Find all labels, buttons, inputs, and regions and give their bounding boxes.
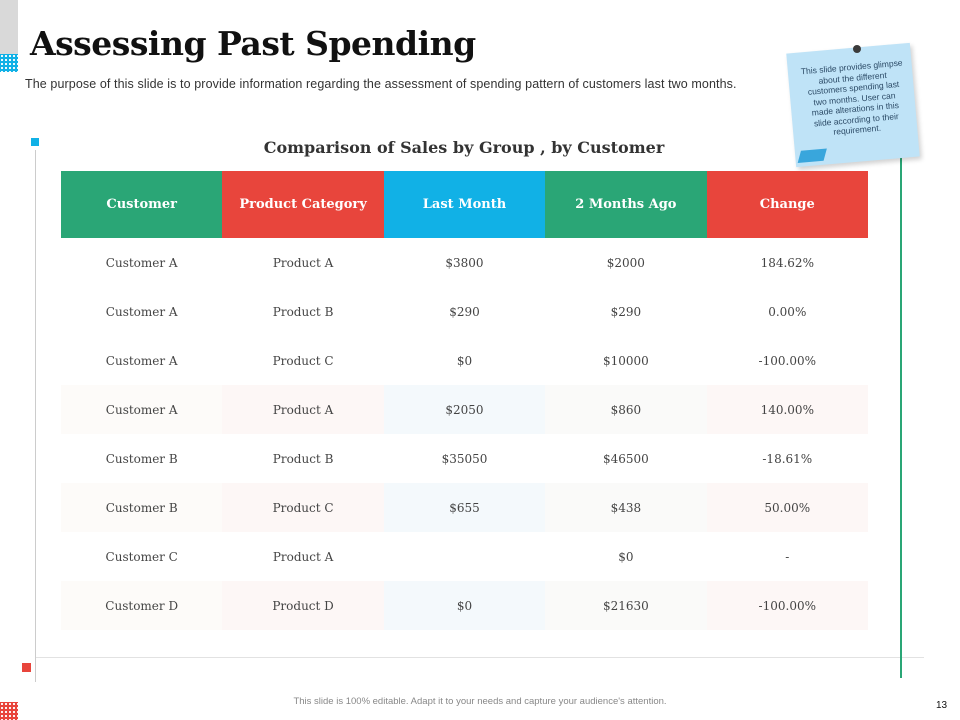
- cell-two-months-ago: $860: [545, 385, 707, 434]
- table-row: Customer B Product C $655 $438 50.00%: [61, 483, 868, 532]
- cell-change: -18.61%: [762, 451, 813, 466]
- cell-two-months-ago: $10000: [602, 353, 649, 368]
- slide-subtitle: The purpose of this slide is to provide …: [25, 77, 737, 91]
- cell-product-category: Product A: [272, 255, 334, 270]
- header-change: Change: [706, 171, 868, 238]
- cell-last-month: $290: [449, 304, 480, 319]
- cell-last-month: $2050: [383, 385, 546, 434]
- pin-icon: [853, 45, 861, 53]
- left-divider-line: [35, 150, 36, 682]
- corner-decoration-gray: [0, 0, 18, 54]
- table-header-row: Customer Product Category Last Month 2 M…: [61, 171, 868, 238]
- cell-product-category: Product B: [272, 451, 334, 466]
- right-divider-line: [900, 150, 902, 678]
- cell-customer: Customer A: [105, 304, 178, 319]
- cell-last-month: [384, 532, 545, 581]
- table-title: Comparison of Sales by Group , by Custom…: [263, 138, 665, 157]
- cell-customer: Customer A: [105, 353, 178, 368]
- cell-change: -100.00%: [758, 353, 816, 368]
- cell-customer: Customer B: [105, 451, 178, 466]
- cell-change: -100.00%: [706, 581, 868, 630]
- cell-customer: Customer A: [105, 255, 178, 270]
- cell-last-month: $0: [456, 353, 473, 368]
- table-row: Customer B Product B $35050 $46500 -18.6…: [61, 434, 868, 483]
- cell-customer: Customer C: [105, 549, 178, 564]
- cell-two-months-ago: $0: [618, 549, 634, 564]
- corner-decoration-blue: [0, 54, 18, 72]
- sticky-note-text: This slide provides glimpse about the di…: [800, 57, 903, 137]
- cell-customer: Customer A: [61, 385, 223, 434]
- page-number: 13: [936, 700, 948, 711]
- header-product-category: Product Category: [222, 171, 384, 238]
- cell-change: -: [785, 549, 790, 564]
- cell-two-months-ago: $290: [610, 304, 642, 319]
- cell-product-category: Product C: [272, 353, 334, 368]
- cell-product-category: Product D: [222, 581, 384, 630]
- cell-two-months-ago: $21630: [545, 581, 707, 630]
- cell-product-category: Product A: [272, 549, 334, 564]
- cell-change: 140.00%: [706, 385, 868, 434]
- bottom-divider-line: [36, 657, 924, 658]
- cell-customer: Customer B: [61, 483, 223, 532]
- table-row: Customer A Product A $2050 $860 140.00%: [61, 385, 868, 434]
- table-row: Customer A Product B $290 $290 0.00%: [61, 287, 868, 336]
- cell-change: 184.62%: [760, 255, 814, 270]
- cell-last-month: $3800: [445, 255, 484, 270]
- accent-square-blue: [31, 138, 39, 146]
- cell-last-month: $0: [383, 581, 546, 630]
- slide-footer: This slide is 100% editable. Adapt it to…: [293, 696, 667, 707]
- cell-product-category: Product C: [222, 483, 384, 532]
- header-last-month: Last Month: [383, 171, 546, 238]
- cell-two-months-ago: $2000: [606, 255, 645, 270]
- cell-product-category: Product A: [222, 385, 384, 434]
- sales-comparison-table: Customer Product Category Last Month 2 M…: [61, 171, 868, 630]
- cell-last-month: $35050: [441, 451, 488, 466]
- cell-last-month: $655: [383, 483, 546, 532]
- table-row: Customer A Product C $0 $10000 -100.00%: [61, 336, 868, 385]
- table-row: Customer D Product D $0 $21630 -100.00%: [61, 581, 868, 630]
- corner-decoration-red: [0, 702, 18, 720]
- cell-two-months-ago: $46500: [602, 451, 649, 466]
- accent-square-red: [22, 663, 31, 672]
- cell-customer: Customer D: [61, 581, 223, 630]
- table-row: Customer C Product A $0 -: [61, 532, 868, 581]
- table-row: Customer A Product A $3800 $2000 184.62%: [61, 238, 868, 287]
- cell-two-months-ago: $438: [545, 483, 707, 532]
- slide-title: Assessing Past Spending: [30, 24, 476, 63]
- cell-change: 0.00%: [768, 304, 807, 319]
- header-two-months-ago: 2 Months Ago: [545, 171, 707, 238]
- cell-change: 50.00%: [706, 483, 868, 532]
- cell-product-category: Product B: [272, 304, 334, 319]
- header-customer: Customer: [61, 171, 223, 238]
